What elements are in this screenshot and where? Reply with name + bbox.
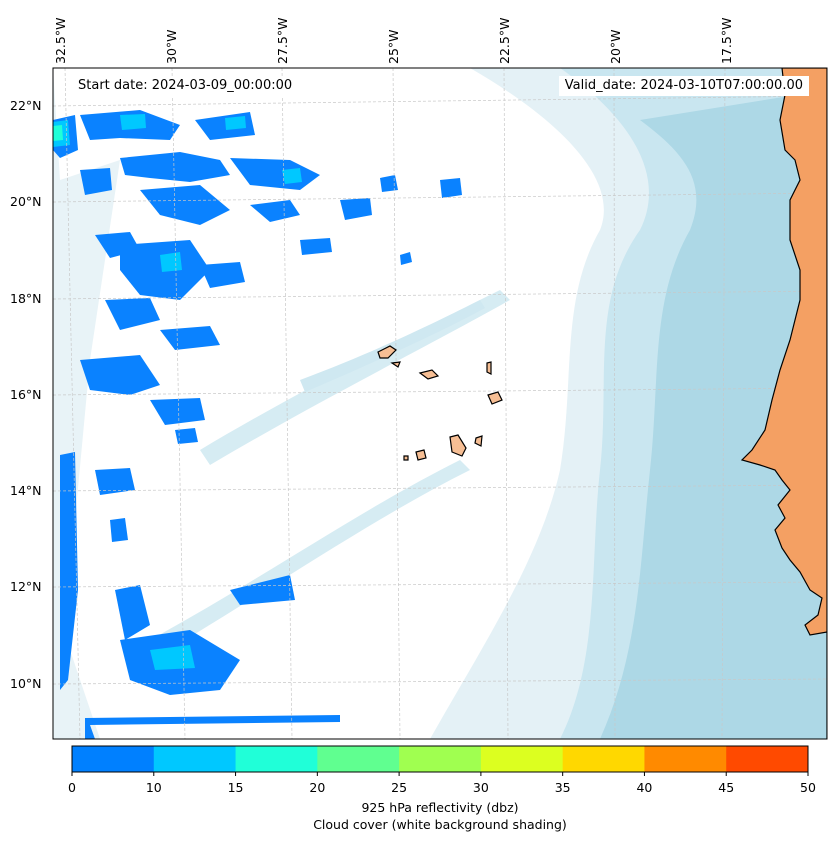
colorbar-tick-label: 0 (68, 780, 76, 795)
lon-tick-label: 32.5°W (53, 18, 68, 64)
colorbar-swatch (153, 746, 237, 772)
cloud-cover-shading (53, 68, 827, 739)
lat-tick-labels: 22°N 20°N 18°N 16°N 14°N 12°N 10°N (10, 98, 42, 691)
lon-tick-label: 27.5°W (275, 18, 290, 64)
lon-tick-label: 30°W (164, 29, 179, 64)
colorbar-tick-label: 25 (391, 780, 407, 795)
lat-tick-label: 12°N (10, 579, 42, 594)
colorbar-frame (71, 745, 809, 773)
african-coastline (740, 68, 827, 739)
lat-tick-label: 10°N (10, 676, 42, 691)
colorbar-tick-label: 30 (473, 780, 489, 795)
colorbar-tick-label: 35 (555, 780, 571, 795)
colorbar-swatch (726, 746, 809, 772)
colorbar-tick-label: 10 (146, 780, 162, 795)
graticule (53, 68, 827, 739)
lon-tick-label: 17.5°W (719, 18, 734, 64)
map-frame (52, 67, 828, 740)
colorbar-swatch (399, 746, 482, 772)
colorbar-swatch (235, 746, 318, 772)
lon-tick-label: 20°W (608, 29, 623, 64)
colorbar-tick-label: 45 (718, 780, 734, 795)
colorbar-tick-label: 40 (636, 780, 652, 795)
colorbar-tick-label: 20 (309, 780, 325, 795)
colorbar-swatch (562, 746, 645, 772)
colorbar-swatch (72, 746, 155, 772)
cape-verde-islands (377, 345, 503, 461)
lat-tick-label: 16°N (10, 387, 42, 402)
lat-tick-label: 18°N (10, 291, 42, 306)
lat-tick-label: 22°N (10, 98, 42, 113)
reflectivity-contours (53, 110, 462, 739)
colorbar-label: 925 hPa reflectivity (dbz) (361, 800, 519, 815)
colorbar: 0 10 15 20 25 30 35 40 45 50 (68, 745, 816, 795)
colorbar-tick-label: 50 (800, 780, 816, 795)
lon-tick-label: 22.5°W (497, 18, 512, 64)
start-date-label: Start date: 2024-03-09_00:00:00 (72, 76, 299, 96)
lon-tick-labels: 32.5°W 30°W 27.5°W 25°W 22.5°W 20°W 17.5… (53, 18, 734, 64)
colorbar-swatch (644, 746, 727, 772)
lon-tick-label: 25°W (386, 29, 401, 64)
lat-tick-label: 20°N (10, 194, 42, 209)
reflectivity-contours-peak (53, 125, 63, 141)
colorbar-swatch (480, 746, 564, 772)
valid-date-label: Valid_date: 2024-03-10T07:00:00.00 (558, 76, 809, 96)
colorbar-swatch (317, 746, 400, 772)
lat-tick-label: 14°N (10, 483, 42, 498)
colorbar-tick-label: 15 (228, 780, 244, 795)
colorbar-sublabel: Cloud cover (white background shading) (313, 817, 567, 832)
